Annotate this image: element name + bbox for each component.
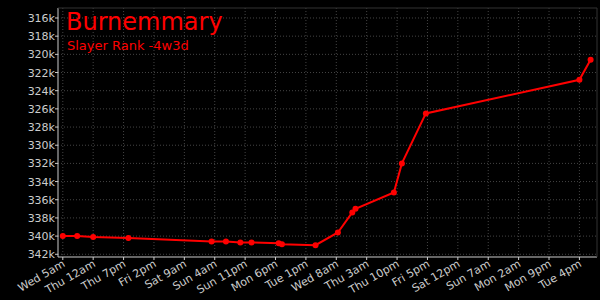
grid-line-x	[305, 8, 306, 257]
tick-label-y: 326k	[28, 103, 56, 116]
grid-line-y	[58, 217, 597, 218]
tick-label-y: 324k	[28, 85, 56, 98]
grid-line-x	[62, 8, 63, 257]
subtitle: Slayer Rank -4w3d	[67, 38, 189, 53]
point	[60, 233, 66, 239]
point	[209, 239, 215, 245]
grid-line-x	[579, 8, 580, 257]
point	[279, 241, 285, 247]
background	[0, 0, 600, 300]
grid-line-y	[58, 54, 597, 55]
grid-line-x	[245, 8, 246, 257]
point	[313, 242, 319, 248]
point	[237, 239, 243, 245]
tick-label-y: 332k	[28, 157, 56, 170]
grid-line-x	[549, 8, 550, 257]
grid-line-y	[58, 145, 597, 146]
point	[223, 239, 229, 245]
grid-line-x	[366, 8, 367, 257]
chart: 316k 318k 320k 322k 324k 326k 328k 330k 332k 334k…	[0, 0, 600, 300]
point	[423, 110, 429, 116]
grid-line-y	[58, 108, 597, 109]
tick-label-y: 334k	[28, 176, 56, 189]
point	[391, 189, 397, 195]
tick-label-y: 320k	[28, 48, 56, 61]
plot-area	[60, 57, 594, 248]
grid-line-y	[58, 181, 597, 182]
frame-right	[597, 8, 598, 257]
tick-label-y: 338k	[28, 212, 56, 225]
grid-line-x	[275, 8, 276, 257]
grid-line-y	[58, 163, 597, 164]
grid-line-y	[58, 72, 597, 73]
grid-line-y	[58, 127, 597, 128]
axis-y	[58, 8, 59, 257]
grid-line-x	[488, 8, 489, 257]
grid-line-x	[214, 8, 215, 257]
title: Burnemmary	[66, 8, 223, 36]
point	[576, 77, 582, 83]
grid-line-y	[58, 90, 597, 91]
grid-line-x	[457, 8, 458, 257]
axis-x	[58, 257, 597, 258]
point	[352, 206, 358, 212]
point	[588, 57, 594, 63]
tick-label-y: 318k	[28, 30, 56, 43]
tick-label-y: 340k	[28, 230, 56, 243]
point	[399, 160, 405, 166]
grid-line-y	[58, 254, 597, 255]
point	[249, 239, 255, 245]
tick-label-x: Tue 4pm	[536, 257, 584, 292]
grid-line-x	[427, 8, 428, 257]
grid-line-y	[58, 199, 597, 200]
tick-label-y: 342k	[28, 248, 56, 261]
series-line	[63, 60, 591, 245]
tick-label-y: 328k	[28, 121, 56, 134]
point	[335, 229, 341, 235]
tick-label-y: 322k	[28, 67, 56, 80]
tick-label-y: 336k	[28, 194, 56, 207]
grid-line-y	[58, 236, 597, 237]
grid-line-x	[397, 8, 398, 257]
tick-label-y: 316k	[28, 12, 56, 25]
point	[74, 233, 80, 239]
grid-line-x	[518, 8, 519, 257]
point	[90, 234, 96, 240]
grid-line-x	[336, 8, 337, 257]
tick-label-y: 330k	[28, 139, 56, 152]
point	[125, 235, 131, 241]
